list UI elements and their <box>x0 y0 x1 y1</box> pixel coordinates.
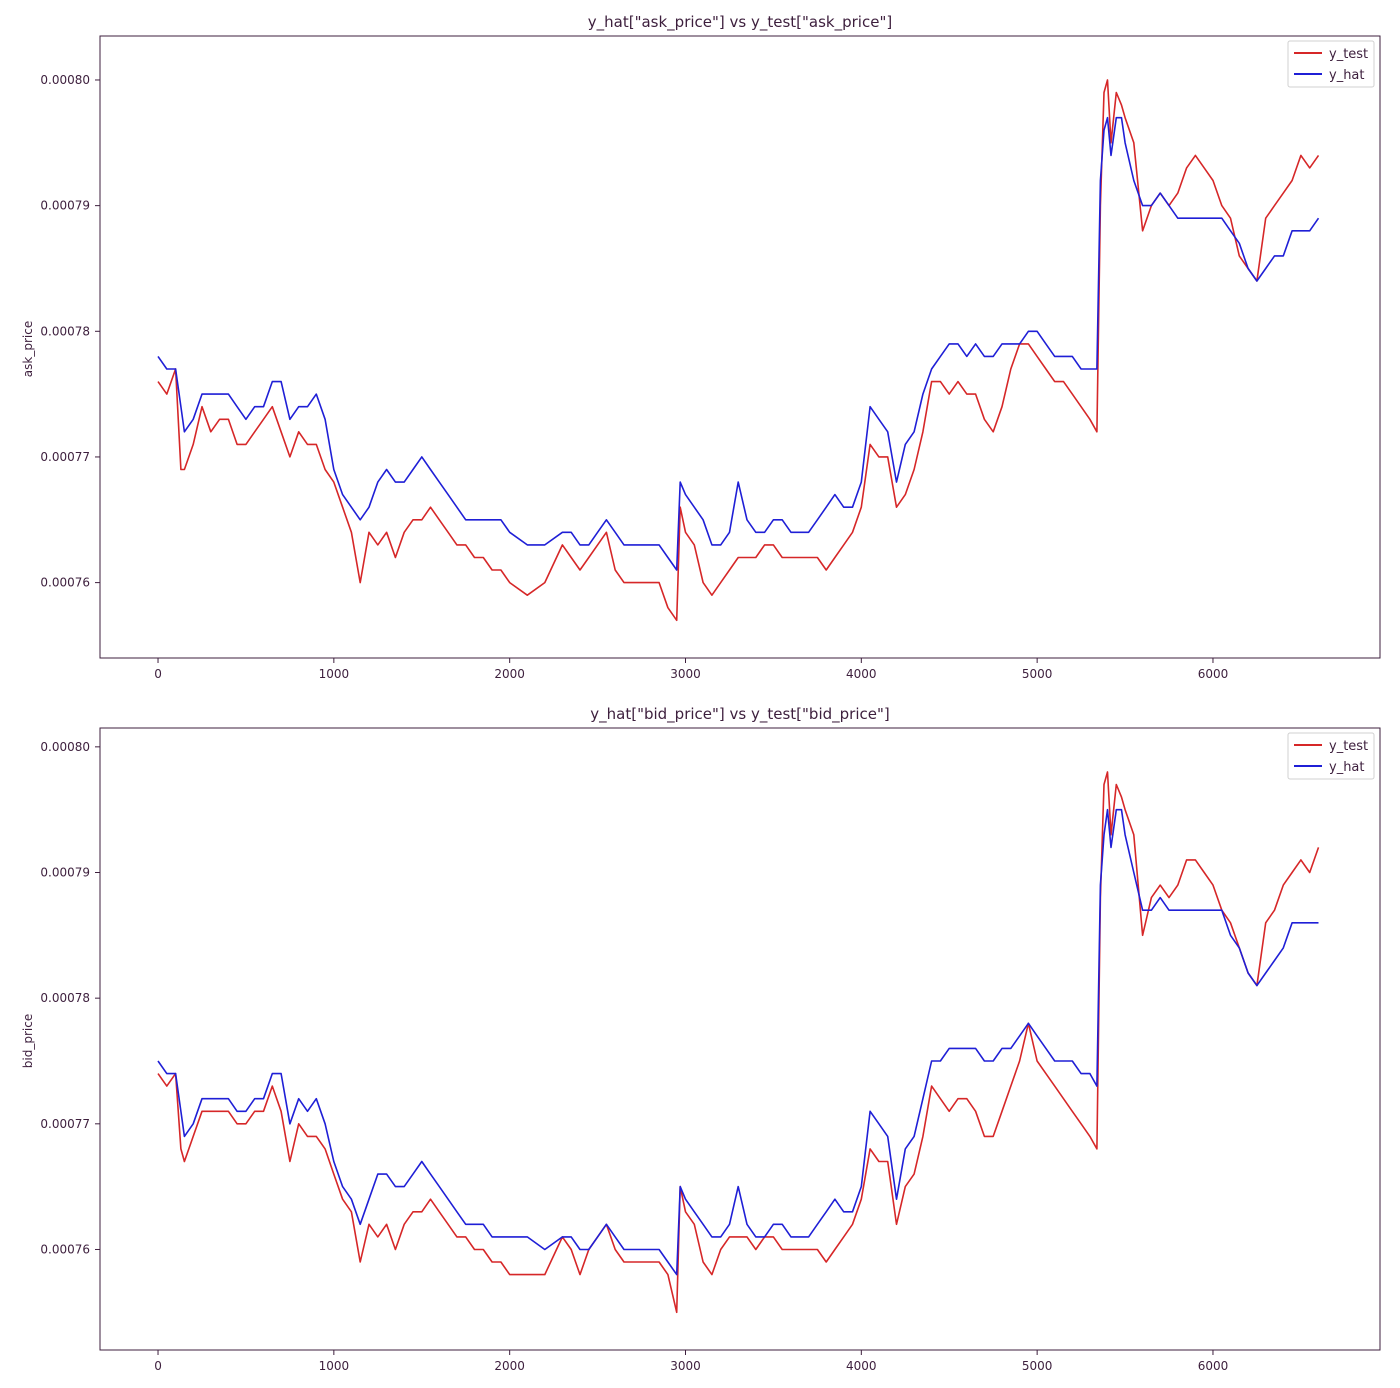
x-tick-label: 1000 <box>319 667 350 681</box>
x-tick-label: 0 <box>154 667 162 681</box>
legend-label-y-hat: y_hat <box>1329 68 1365 83</box>
bid-price-chart: y_hat["bid_price"] vs y_test["bid_price"… <box>21 705 1381 1373</box>
y-tick-label: 0.00079 <box>40 866 90 880</box>
x-axis: 0 1000 2000 3000 4000 5000 6000 <box>154 658 1228 681</box>
x-tick-label: 6000 <box>1198 1359 1229 1373</box>
y-tick-label: 0.00080 <box>40 73 90 87</box>
series-line-y-hat <box>157 808 1319 1276</box>
y-axis: 0.00076 0.00077 0.00078 0.00079 0.00080 <box>40 73 100 590</box>
x-tick-label: 0 <box>154 1359 162 1373</box>
series-line-y-hat <box>157 116 1320 571</box>
legend-label-y-hat: y_hat <box>1329 760 1365 775</box>
y-axis: 0.00076 0.00077 0.00078 0.00079 0.00080 <box>40 740 100 1256</box>
y-tick-label: 0.00077 <box>40 1117 90 1131</box>
y-tick-label: 0.00077 <box>40 450 90 464</box>
legend-label-y-test: y_test <box>1329 47 1368 62</box>
y-tick-label: 0.00078 <box>40 991 90 1005</box>
x-tick-label: 2000 <box>494 667 525 681</box>
x-tick-label: 5000 <box>1022 667 1053 681</box>
x-tick-label: 5000 <box>1022 1359 1053 1373</box>
plot-frame <box>99 727 1381 1351</box>
ask-price-chart: y_hat["ask_price"] vs y_test["ask_price"… <box>21 13 1381 681</box>
x-tick-label: 4000 <box>846 1359 877 1373</box>
legend-label-y-test: y_test <box>1329 739 1368 754</box>
x-tick-label: 1000 <box>319 1359 350 1373</box>
x-axis: 0 1000 2000 3000 4000 5000 6000 <box>154 1350 1228 1373</box>
y-axis-label: ask_price <box>21 321 35 377</box>
y-tick-label: 0.00076 <box>40 576 90 590</box>
y-tick-label: 0.00080 <box>40 740 90 754</box>
chart-title: y_hat["bid_price"] vs y_test["bid_price"… <box>590 705 889 724</box>
legend: y_test y_hat <box>1287 40 1375 88</box>
series-lines <box>157 771 1320 1314</box>
series-line-y-test <box>157 771 1320 1314</box>
y-tick-label: 0.00079 <box>40 199 90 213</box>
x-tick-label: 3000 <box>670 1359 701 1373</box>
chart-title: y_hat["ask_price"] vs y_test["ask_price"… <box>588 13 892 32</box>
x-tick-label: 4000 <box>846 667 877 681</box>
y-axis-label: bid_price <box>21 1014 35 1068</box>
series-line-y-test <box>157 79 1320 622</box>
x-tick-label: 2000 <box>494 1359 525 1373</box>
legend: y_test y_hat <box>1287 732 1375 780</box>
plot-frame <box>99 35 1381 659</box>
series-lines <box>157 79 1320 622</box>
y-tick-label: 0.00076 <box>40 1242 90 1256</box>
x-tick-label: 6000 <box>1198 667 1229 681</box>
y-tick-label: 0.00078 <box>40 324 90 338</box>
x-tick-label: 3000 <box>670 667 701 681</box>
